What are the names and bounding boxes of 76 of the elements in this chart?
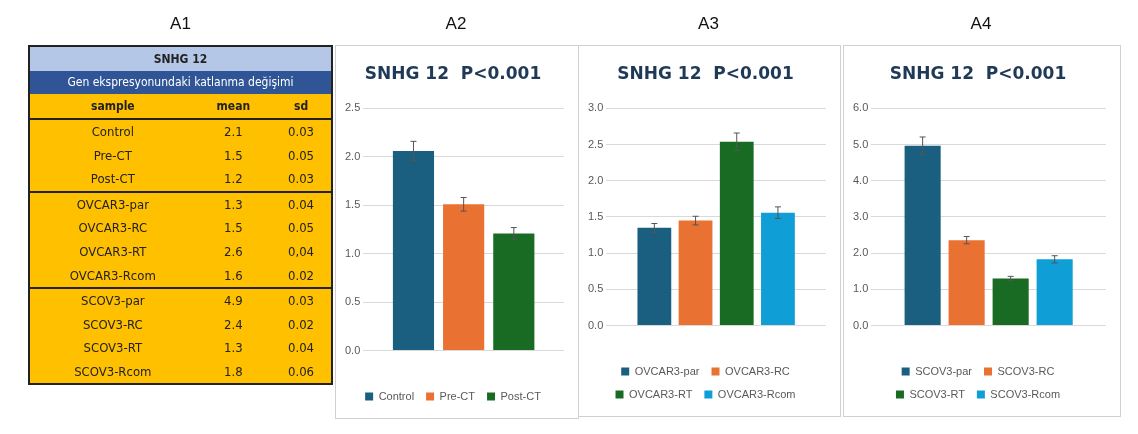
- data-label: 1.5: [195, 143, 272, 167]
- text: A2: [444, 14, 468, 34]
- category-label: OVCAR3-RC: [29, 216, 196, 240]
- y-tick-label: 2.0: [852, 246, 869, 259]
- data-label: 0.06: [271, 359, 332, 385]
- text: A1: [169, 14, 192, 34]
- y-tick-label: 0.5: [587, 282, 604, 295]
- category-label: Pre-CT: [29, 143, 196, 167]
- legend-label: OVCAR3-Rcom: [717, 387, 796, 400]
- y-tick-label: 0.0: [852, 318, 869, 331]
- y-tick-label: 3.0: [852, 210, 869, 223]
- data-label: 1.2: [195, 166, 272, 192]
- data-label: 0,04: [271, 239, 332, 264]
- chart-title: SNHG 12 P<0.001: [364, 62, 542, 83]
- category-label: OVCAR3-Rcom: [29, 263, 196, 288]
- y-tick-label: 1.5: [344, 198, 361, 211]
- y-tick-label: 1.0: [852, 282, 869, 295]
- text: A3: [697, 14, 720, 34]
- data-label: 2.4: [195, 312, 272, 337]
- y-tick-label: 0.0: [344, 343, 361, 356]
- y-tick-label: 2.0: [587, 173, 604, 186]
- data-label: 0.04: [271, 191, 332, 217]
- legend-label: SCOV3-RT: [909, 387, 966, 400]
- legend-label: SCOV3-par: [915, 364, 973, 377]
- legend-label: SCOV3-RC: [997, 364, 1055, 377]
- data-label: 0.02: [271, 312, 332, 337]
- data-label: 0.03: [271, 287, 332, 313]
- text: sample: [29, 94, 196, 119]
- data-label: 1.3: [195, 336, 272, 360]
- legend-label: Pre-CT: [439, 389, 476, 402]
- y-tick-label: 0.0: [587, 318, 604, 331]
- data-label: 0.02: [271, 263, 332, 288]
- text: A4: [969, 14, 993, 34]
- y-tick-label: 1.5: [587, 210, 604, 223]
- data-label: 0.04: [271, 336, 332, 360]
- data-label: 1.5: [195, 216, 272, 240]
- data-label: 0.03: [271, 166, 332, 192]
- category-label: SCOV3-Rcom: [29, 359, 196, 385]
- legend-label: Control: [378, 389, 415, 402]
- y-tick-label: 4.0: [852, 173, 869, 186]
- data-label: 0.03: [271, 118, 332, 144]
- series-label: sd: [271, 94, 332, 119]
- y-tick-label: 6.0: [852, 101, 869, 114]
- data-label: 0.05: [271, 143, 332, 167]
- category-label: SCOV3-RT: [29, 336, 196, 360]
- data-label: 1.8: [195, 359, 272, 385]
- category-label: SCOV3-RC: [29, 312, 196, 337]
- data-label: 2.6: [195, 239, 272, 264]
- data-label: 1.6: [195, 263, 272, 288]
- y-tick-label: 2.5: [587, 137, 604, 150]
- data-label: 1.3: [195, 191, 272, 217]
- legend-label: OVCAR3-par: [634, 364, 700, 377]
- y-tick-label: 2.5: [344, 101, 361, 114]
- y-tick-label: 1.0: [344, 246, 361, 259]
- legend-label: OVCAR3-RC: [725, 364, 790, 377]
- y-tick-label: 5.0: [852, 137, 869, 150]
- category-label: OVCAR3-RT: [29, 239, 196, 264]
- legend-label: Post-CT: [500, 389, 542, 402]
- y-tick-label: 0.5: [344, 295, 361, 308]
- category-label: OVCAR3-par: [29, 191, 196, 217]
- data-label: 0.05: [271, 216, 332, 240]
- legend-label: OVCAR3-RT: [629, 387, 693, 400]
- data-label: 2.1: [195, 118, 272, 144]
- chart-title: SNHG 12 P<0.001: [617, 62, 794, 83]
- category-label: SCOV3-par: [29, 287, 196, 313]
- category-label: Control: [29, 118, 196, 144]
- text: Gen ekspresyonundaki katlanma değişimi: [29, 70, 332, 95]
- text: SNHG 12: [29, 46, 332, 71]
- category-label: Post-CT: [29, 166, 196, 192]
- y-tick-label: 1.0: [587, 246, 604, 259]
- chart-title: SNHG 12 P<0.001: [889, 62, 1067, 83]
- y-tick-label: 3.0: [587, 101, 604, 114]
- y-tick-label: 2.0: [344, 149, 361, 162]
- data-label: 4.9: [195, 287, 272, 313]
- series-label: mean: [195, 94, 272, 119]
- legend-label: SCOV3-Rcom: [990, 387, 1061, 400]
